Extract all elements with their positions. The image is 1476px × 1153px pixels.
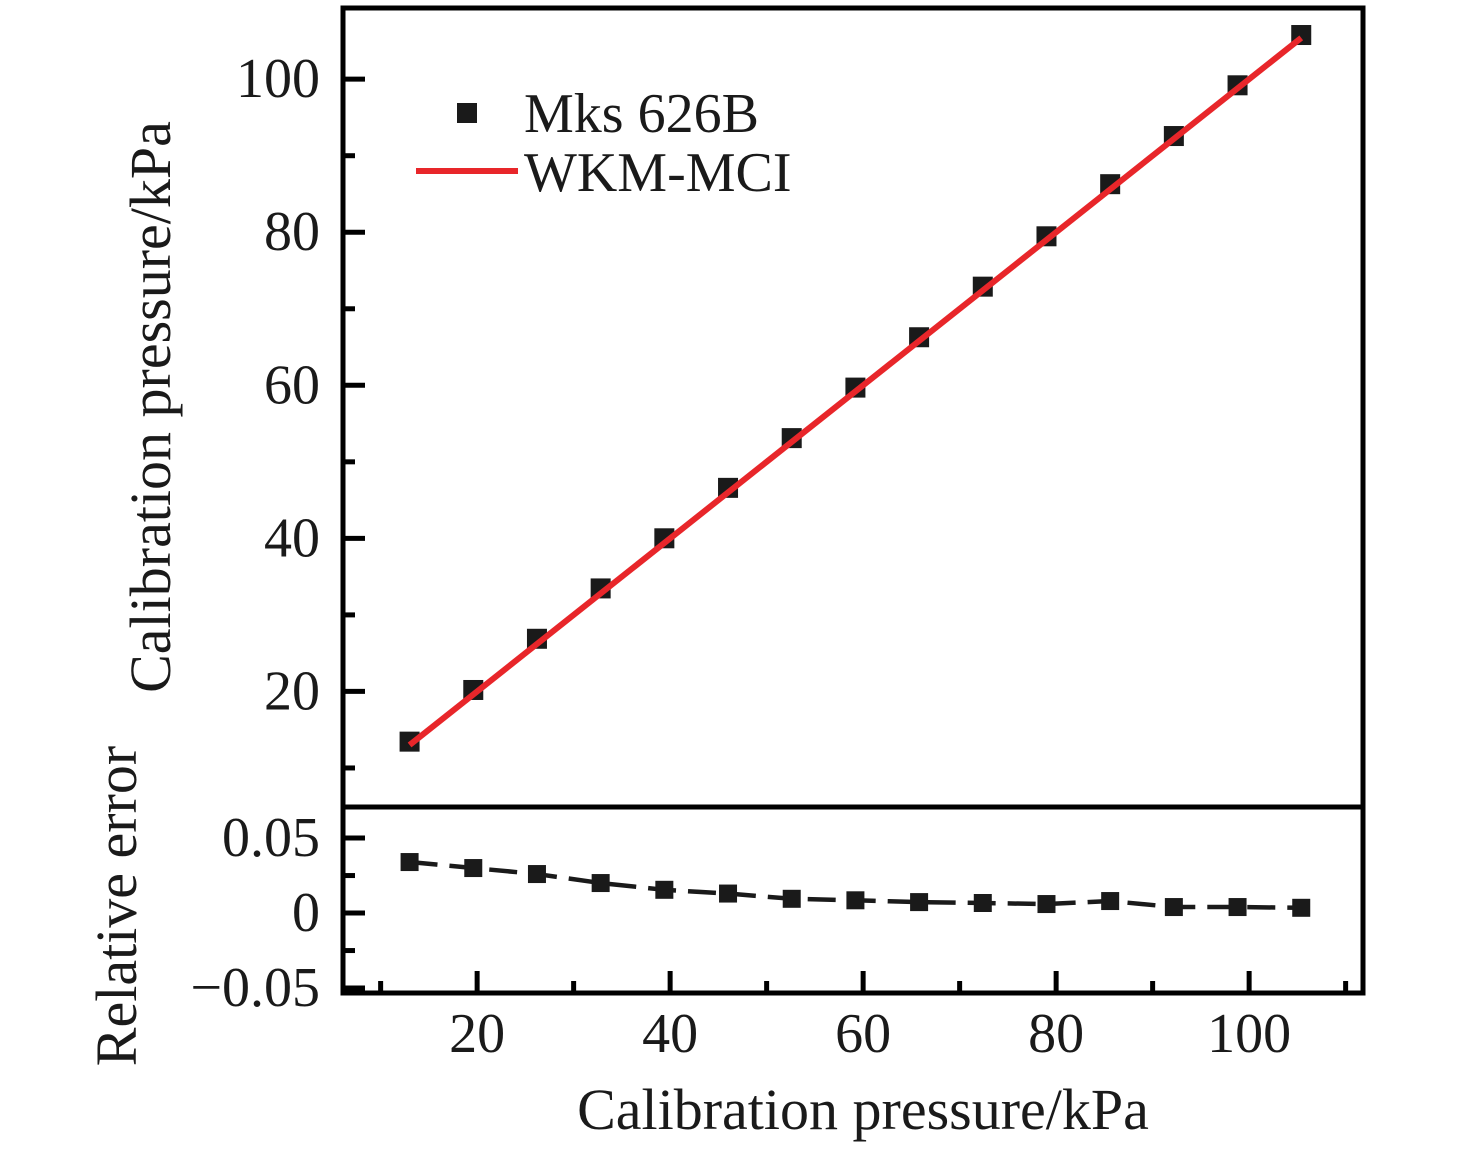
x-axis-title: Calibration pressure/kPa <box>577 1077 1149 1142</box>
legend-label-mks-626b: Mks 626B <box>524 83 759 145</box>
data-point-marker <box>719 884 738 903</box>
data-point-marker <box>1164 898 1183 917</box>
y-tick-label: 60 <box>264 354 320 416</box>
data-point-marker <box>846 891 865 910</box>
x-tick-label: 20 <box>449 1003 505 1065</box>
y-tick-label: 80 <box>264 201 320 263</box>
data-point-marker <box>400 853 419 872</box>
x-tick-label: 60 <box>835 1003 891 1065</box>
data-point-marker <box>591 874 610 893</box>
legend-square-marker-icon <box>457 103 477 123</box>
data-point-marker <box>910 893 929 912</box>
legend-label-wkm-mci: WKM-MCI <box>524 142 792 204</box>
x-tick-label: 80 <box>1028 1003 1084 1065</box>
y-tick-label: 40 <box>264 507 320 569</box>
data-point-marker <box>973 894 992 912</box>
data-point-marker <box>1228 898 1247 917</box>
y-tick-label: 20 <box>264 660 320 722</box>
x-tick-label: 40 <box>642 1003 698 1065</box>
y-tick-label: 0.05 <box>222 807 320 869</box>
panel-frame <box>340 5 1366 810</box>
data-point-marker <box>655 880 674 899</box>
data-point-marker <box>1292 898 1311 917</box>
data-point-marker <box>590 578 611 599</box>
x-tick-label: 100 <box>1207 1003 1291 1065</box>
data-point-marker <box>1101 892 1120 911</box>
top-y-axis-title: Calibration pressure/kPa <box>118 121 183 693</box>
legend: Mks 626B WKM-MCI <box>416 83 792 204</box>
y-tick-label: 100 <box>236 48 320 110</box>
fit-line <box>407 35 1304 748</box>
y-tick-label: 0 <box>292 882 320 944</box>
data-point-marker <box>1037 895 1056 914</box>
data-point-marker <box>527 865 546 884</box>
data-point-marker <box>464 859 483 878</box>
panel-frame <box>340 804 1366 996</box>
y-tick-label: −0.05 <box>190 957 320 1019</box>
data-point-marker <box>782 889 801 908</box>
bottom-y-axis-title: Relative error <box>84 746 149 1066</box>
